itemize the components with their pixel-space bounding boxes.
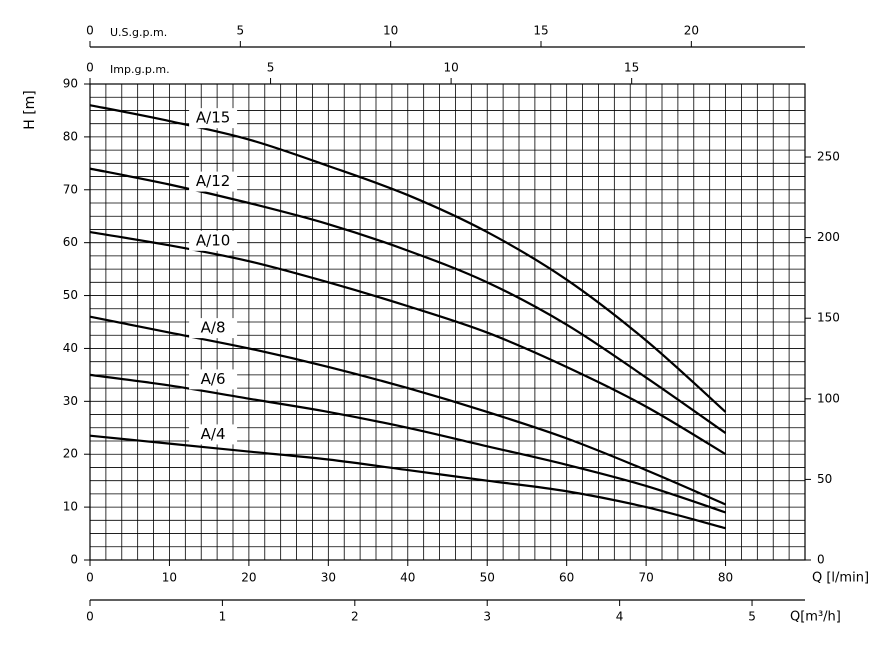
series-label: A/15 [196, 109, 230, 127]
top-tick-label: 10 [383, 24, 398, 38]
top-axis-label: U.S.g.p.m. [110, 26, 167, 39]
bottom-tick-label: 3 [483, 610, 491, 624]
top-tick-label: 5 [237, 24, 245, 38]
x-tick-label: 20 [241, 571, 256, 585]
y-tick-label: 40 [63, 341, 78, 355]
y2-tick-label: 150 [817, 311, 840, 325]
y2-tick-label: 100 [817, 391, 840, 405]
y-tick-label: 90 [63, 77, 78, 91]
y-tick-label: 60 [63, 235, 78, 249]
y2-tick-label: 0 [817, 553, 825, 567]
series-label: A/8 [201, 319, 226, 337]
y-tick-label: 80 [63, 129, 78, 143]
x-tick-label: 40 [400, 571, 415, 585]
x-tick-label: 60 [559, 571, 574, 585]
y-tick-label: 0 [70, 553, 78, 567]
series-label: A/10 [196, 231, 230, 249]
x-tick-label: 80 [718, 571, 733, 585]
y2-tick-label: 250 [817, 150, 840, 164]
top-axis-label: Imp.g.p.m. [110, 63, 170, 76]
plot-frame [89, 83, 806, 561]
y-tick-label: 10 [63, 500, 78, 514]
y-axis-label: H [m] [22, 90, 38, 130]
top-tick-label: 0 [86, 61, 94, 75]
series-label-bg [189, 108, 238, 129]
top-tick-label: 0 [86, 24, 94, 38]
y-tick-label: 30 [63, 394, 78, 408]
y2-tick-label: 50 [817, 472, 832, 486]
series-label-bg [189, 171, 238, 192]
y-tick-label: 70 [63, 182, 78, 196]
curve [89, 434, 726, 530]
series-label: A/4 [201, 425, 226, 443]
curve [89, 373, 726, 514]
series-label: A/6 [201, 370, 226, 388]
bottom-tick-label: 4 [616, 610, 624, 624]
top-tick-label: 15 [533, 24, 548, 38]
series-label-bg [189, 424, 238, 445]
bottom-axis-label: Q[m³/h] [790, 610, 841, 625]
series-label-bg [189, 230, 238, 251]
series-label: A/12 [196, 172, 230, 190]
top-tick-label: 15 [624, 61, 639, 75]
x-axis-label: Q [l/min] [812, 571, 869, 586]
x-tick-label: 70 [638, 571, 653, 585]
x-tick-label: 10 [162, 571, 177, 585]
bottom-tick-label: 1 [219, 610, 227, 624]
series-label-bg [189, 318, 238, 339]
top-tick-label: 10 [443, 61, 458, 75]
x-tick-label: 0 [86, 571, 94, 585]
y-tick-label: 20 [63, 447, 78, 461]
top-tick-label: 20 [684, 24, 699, 38]
y-tick-label: 50 [63, 288, 78, 302]
bottom-tick-label: 5 [748, 610, 756, 624]
x-tick-label: 30 [321, 571, 336, 585]
bottom-tick-label: 0 [86, 610, 94, 624]
series-label-bg [189, 369, 238, 390]
bottom-tick-label: 2 [351, 610, 359, 624]
top-tick-label: 5 [267, 61, 275, 75]
curve [89, 231, 727, 456]
x-tick-label: 50 [480, 571, 495, 585]
y2-tick-label: 200 [817, 230, 840, 244]
